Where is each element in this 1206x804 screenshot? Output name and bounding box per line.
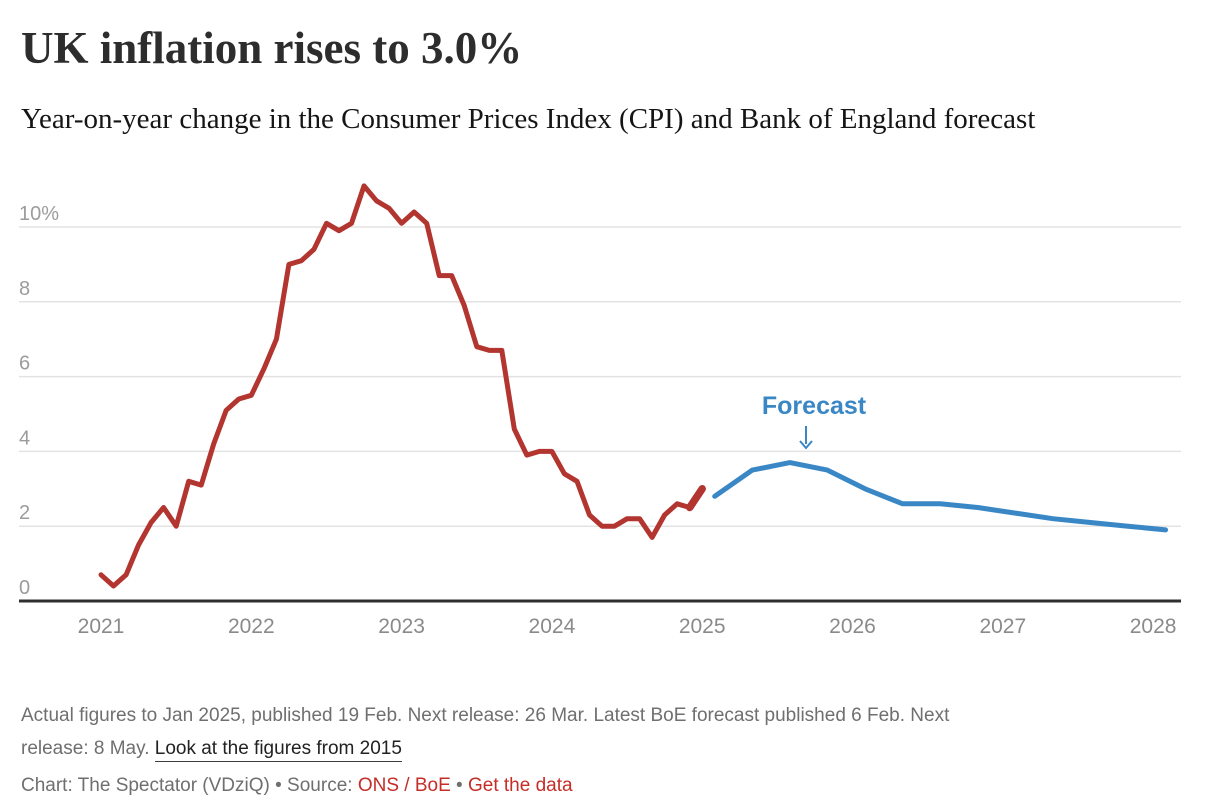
y-tick-label: 6 (19, 353, 30, 375)
byline: Chart: The Spectator (VDziQ) • Source: O… (21, 774, 573, 798)
source-link[interactable]: ONS / BoE (357, 775, 451, 796)
x-tick-label: 2028 (1130, 615, 1177, 638)
forecast-label: Forecast (762, 392, 867, 420)
page-title: UK inflation rises to 3.0% (21, 23, 523, 73)
get-the-data-link[interactable]: Get the data (467, 775, 573, 796)
y-tick-label: 10% (19, 203, 59, 225)
footnote-line1: Actual figures to Jan 2025, published 19… (21, 705, 950, 726)
y-tick-label: 0 (19, 577, 30, 599)
x-tick-label: 2027 (979, 615, 1026, 638)
forecast-line (712, 460, 1169, 533)
x-tick-label: 2023 (378, 615, 425, 638)
actual-cpi-line-end-emphasis (685, 485, 706, 512)
y-tick-label: 8 (19, 278, 30, 300)
byline-credit: Chart: The Spectator (VDziQ) • Source: (21, 775, 358, 796)
y-tick-label: 2 (19, 502, 30, 524)
footnote-line2-prefix: release: 8 May. (21, 738, 155, 759)
chart-subtitle: Year-on-year change in the Consumer Pric… (21, 103, 1036, 135)
footnote: Actual figures to Jan 2025, published 19… (21, 699, 1185, 765)
actual-cpi-line (98, 183, 705, 589)
y-tick-label: 4 (19, 427, 30, 449)
forecast-arrowhead-icon (799, 440, 813, 450)
x-tick-label: 2021 (78, 615, 125, 638)
x-tick-label: 2022 (228, 615, 275, 638)
inflation-line-chart: 0 2 4 6 8 10% 2021 2022 2023 2024 2025 2026 2027 2028… (19, 183, 1181, 638)
x-tick-label: 2025 (679, 615, 726, 638)
x-tick-label: 2026 (829, 615, 876, 638)
figures-from-2015-link[interactable]: Look at the figures from 2015 (154, 738, 402, 762)
x-tick-label: 2024 (529, 615, 576, 638)
byline-separator: • (450, 775, 468, 796)
